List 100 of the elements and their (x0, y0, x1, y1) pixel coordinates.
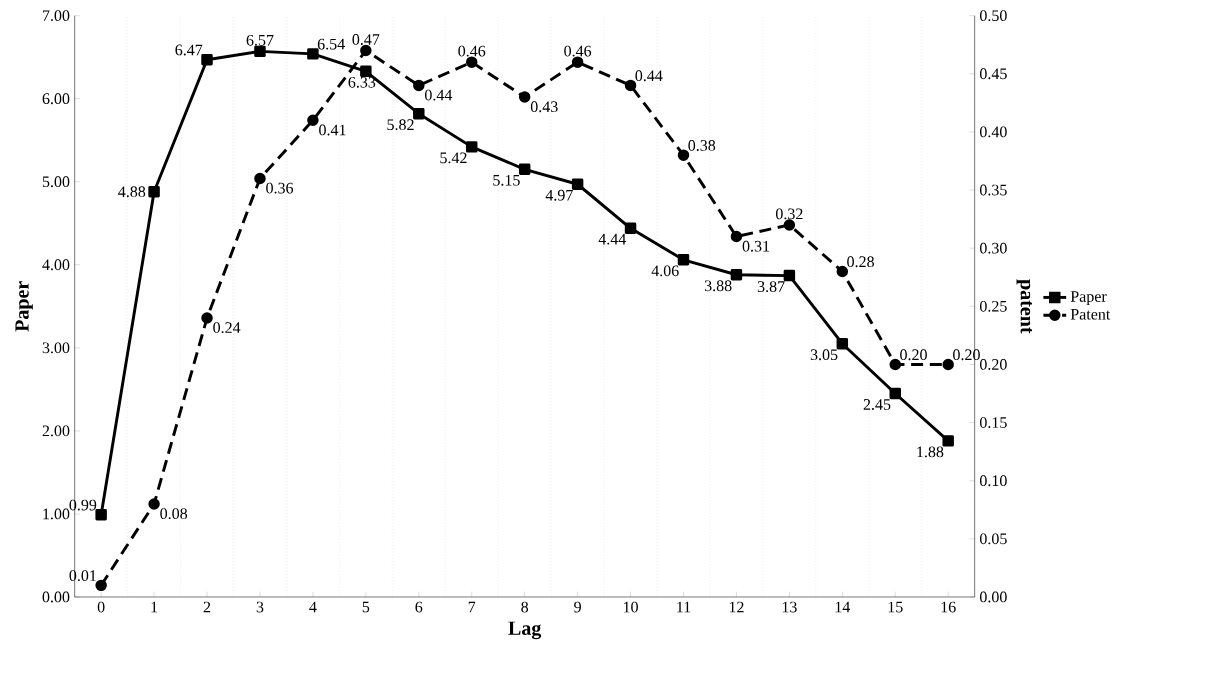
y2-tick-label: 0.05 (979, 533, 1007, 545)
data-label: 0.46 (564, 45, 592, 57)
point (836, 265, 849, 278)
x-tick-label: 16 (941, 601, 956, 613)
y-tick-label: 0.00 (42, 591, 70, 603)
x-tick-label: 12 (729, 601, 744, 613)
x-tick-label: 10 (623, 601, 638, 613)
point (360, 44, 372, 57)
x-tick-label: 14 (835, 601, 851, 613)
point (783, 269, 796, 282)
data-label: 0.01 (69, 570, 96, 582)
y-tick-label: 5.00 (42, 176, 70, 188)
data-label: 0.38 (688, 140, 716, 151)
data-label: 0.44 (635, 70, 663, 82)
point (466, 56, 478, 68)
data-label: 6.57 (246, 34, 274, 46)
point (201, 312, 213, 324)
x-tick-label: 11 (677, 601, 691, 613)
y2-tick-label: 0.00 (979, 591, 1007, 603)
data-label: 0.44 (425, 89, 453, 101)
point (889, 387, 901, 400)
y2-tick-label: 0.10 (979, 475, 1007, 487)
x-tick-label: 15 (888, 601, 903, 613)
point (95, 509, 107, 521)
data-label: 3.87 (757, 281, 785, 293)
y-tick-label: 2.00 (42, 425, 70, 437)
point (571, 56, 584, 68)
point (624, 222, 637, 234)
x-tick-label: 7 (468, 601, 476, 613)
data-label: 0.24 (213, 322, 241, 334)
y2-tick-label: 0.30 (979, 242, 1007, 254)
x-tick-label: 0 (97, 601, 105, 613)
point (465, 141, 478, 153)
data-label: 6.54 (317, 38, 345, 50)
x-tick-label: 5 (362, 601, 370, 613)
point (942, 358, 954, 371)
y2-tick-label: 0.20 (979, 359, 1007, 370)
point (730, 230, 743, 243)
point (942, 435, 954, 447)
y2-axis-title: patent (1016, 279, 1033, 334)
data-label: 4.97 (545, 189, 573, 201)
y-tick-label: 7.00 (43, 10, 70, 22)
data-label: 5.15 (493, 174, 520, 186)
point (624, 79, 637, 92)
data-label: 0.47 (352, 34, 380, 45)
data-label: 4.88 (118, 186, 146, 198)
x-tick-label: 2 (203, 601, 211, 613)
x-tick-label: 13 (782, 601, 797, 613)
y-tick-label: 4.00 (42, 259, 70, 271)
y-tick-label: 6.00 (42, 93, 70, 105)
data-label: 0.99 (69, 499, 97, 511)
y2-tick-label: 0.15 (979, 417, 1007, 429)
y2-tick-label: 0.35 (979, 184, 1007, 196)
point (677, 149, 690, 161)
point (677, 254, 690, 266)
data-label: 4.06 (651, 265, 679, 277)
data-label: 0.20 (900, 349, 927, 361)
data-label: 1.88 (917, 446, 944, 458)
point (413, 107, 425, 120)
legend-label: Patent (1070, 308, 1111, 320)
point (254, 45, 266, 58)
y2-tick-label: 0.50 (979, 10, 1007, 22)
y2-tick-label: 0.40 (979, 126, 1007, 138)
data-label: 6.33 (348, 76, 376, 88)
y-tick-label: 3.00 (42, 342, 70, 354)
point (95, 579, 107, 592)
data-label: 0.08 (160, 508, 188, 520)
point (254, 172, 266, 185)
point (360, 65, 372, 78)
data-label: 5.42 (440, 152, 467, 164)
point (307, 114, 319, 127)
data-label: 0.43 (530, 101, 558, 113)
point (783, 219, 796, 231)
data-label: 0.36 (266, 182, 294, 194)
data-label: 0.32 (775, 208, 803, 220)
x-tick-label: 4 (309, 601, 317, 613)
y-tick-label: 1.00 (43, 508, 70, 520)
data-label: 3.05 (810, 349, 838, 361)
data-label: 0.28 (847, 256, 874, 268)
point (836, 337, 849, 350)
data-label: 0.46 (458, 45, 486, 57)
y2-tick-label: 0.25 (979, 300, 1007, 312)
point (571, 178, 584, 190)
point (307, 48, 319, 60)
point (148, 498, 160, 510)
y-axis-title: Paper (15, 281, 33, 332)
legend-label: Paper (1070, 291, 1107, 306)
x-axis-title: Lag (508, 621, 542, 640)
x-tick-label: 6 (415, 601, 423, 613)
x-tick-label: 8 (521, 601, 529, 613)
y2-tick-label: 0.45 (979, 68, 1007, 80)
point (730, 269, 743, 281)
x-tick-label: 9 (574, 601, 581, 613)
data-label: 0.41 (319, 124, 346, 136)
data-label: 2.45 (863, 399, 891, 410)
x-tick-label: 3 (256, 601, 264, 613)
data-label: 4.44 (598, 233, 627, 245)
data-label: 0.20 (953, 349, 980, 361)
point (518, 163, 531, 176)
point (889, 358, 901, 371)
